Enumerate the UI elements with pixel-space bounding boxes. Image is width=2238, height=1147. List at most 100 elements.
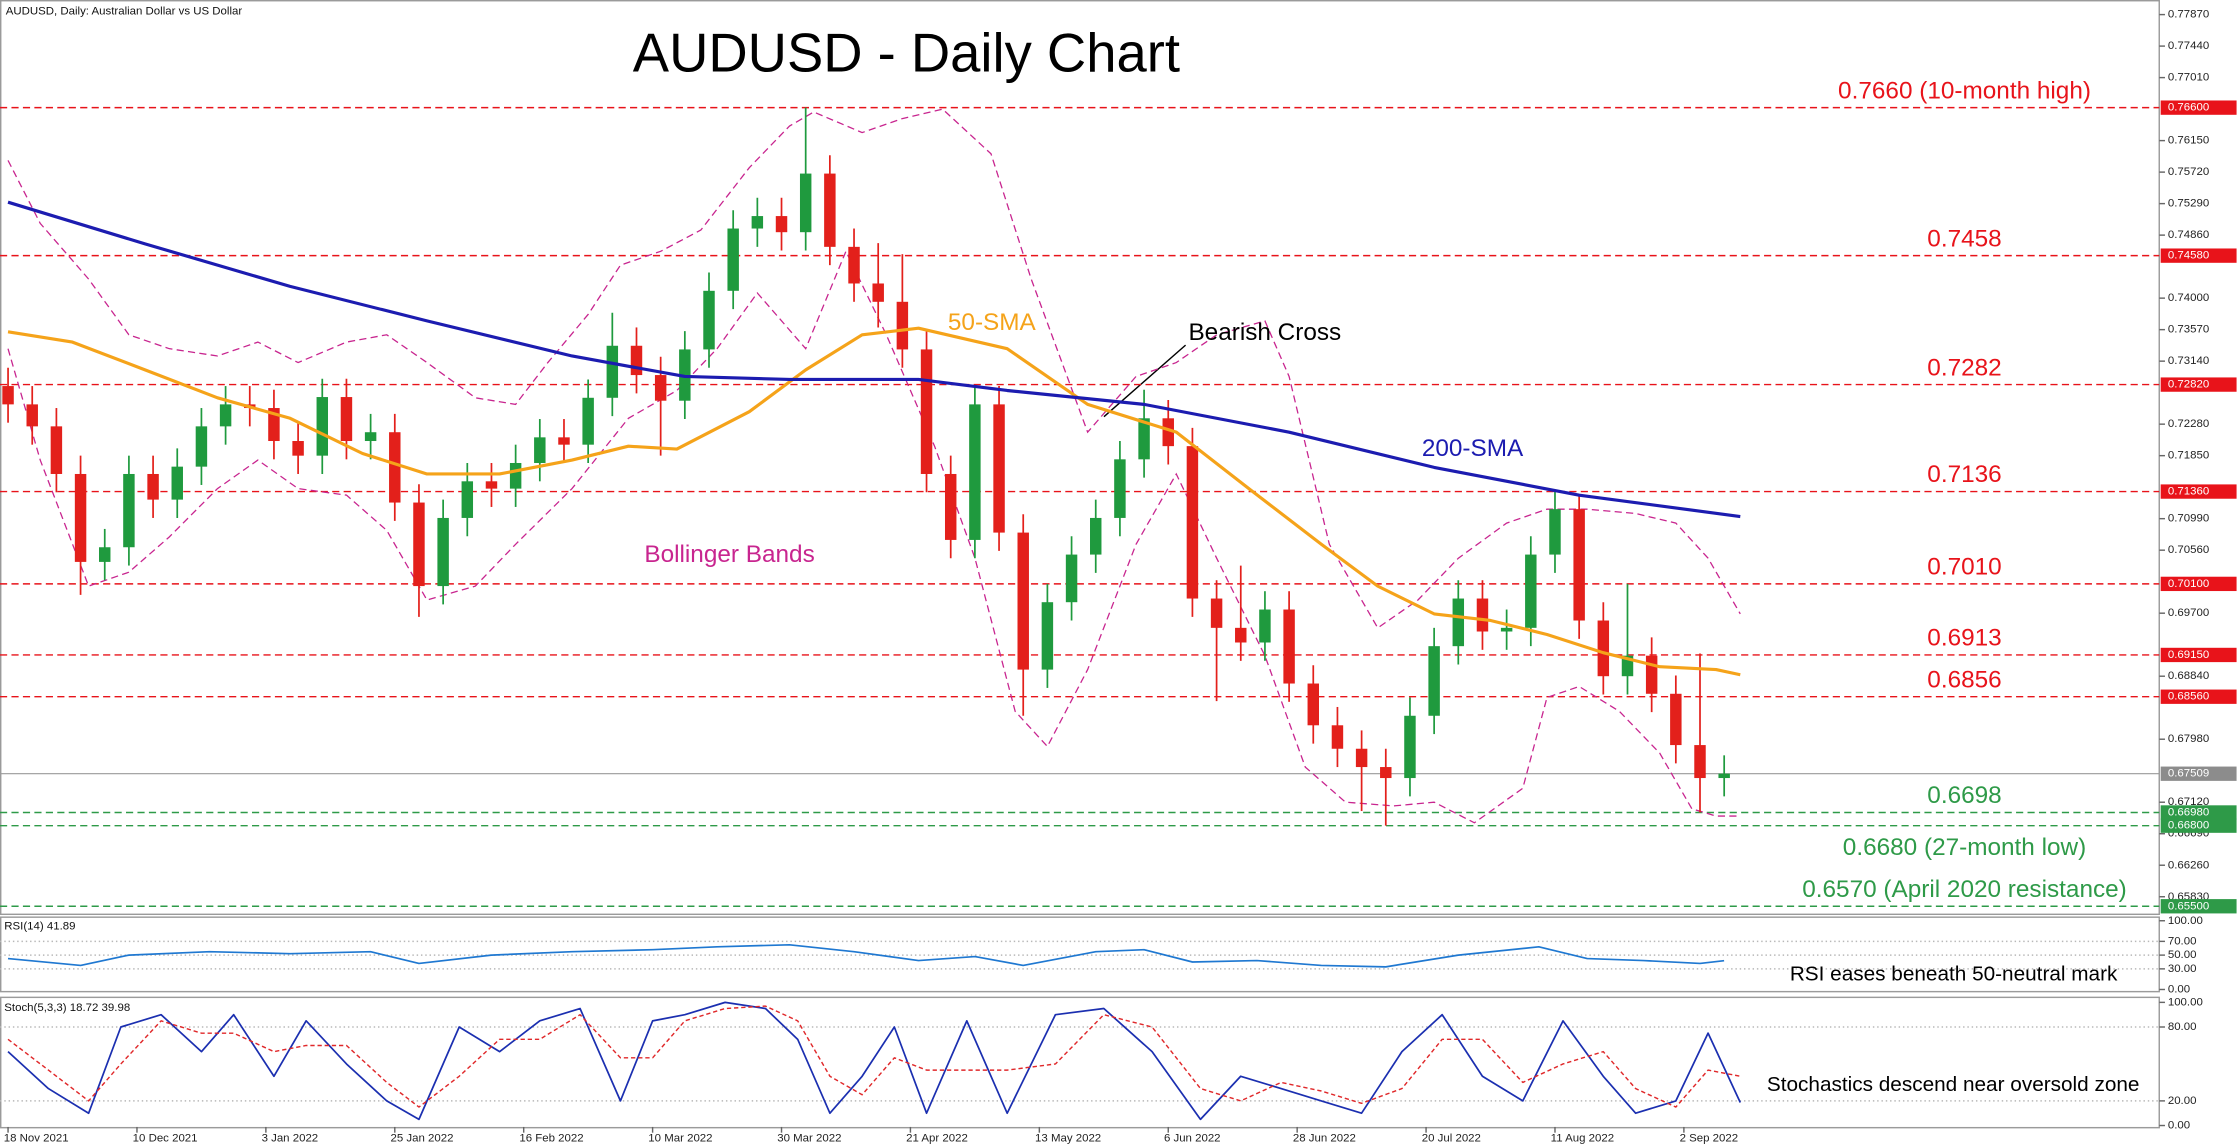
level-label: 0.7660 (10-month high) [1838, 77, 2091, 104]
candle-body [1525, 554, 1537, 628]
candle-body [99, 547, 111, 562]
annotation: Stochastics descend near oversold zone [1767, 1073, 2140, 1096]
y-tick-label: 30.00 [2168, 963, 2197, 975]
candle-body [993, 404, 1005, 533]
candle-body [558, 437, 570, 445]
candle-body [1162, 418, 1174, 447]
candle-body [703, 290, 715, 350]
y-tick-label: 0.67980 [2168, 733, 2209, 745]
level-tag-label: 0.65500 [2168, 900, 2209, 912]
candle-body [630, 345, 643, 376]
candle-body [1428, 646, 1440, 716]
band-line [7, 108, 1741, 629]
y-tick-label: 0.00 [2168, 984, 2190, 996]
candle-body [654, 375, 667, 401]
moving-average [7, 200, 1741, 519]
candle-body [26, 404, 38, 427]
candle-body [1235, 627, 1247, 643]
candle-body [896, 301, 909, 350]
candle-body [872, 283, 884, 302]
band-line [7, 249, 1741, 824]
level-tag [2160, 576, 2237, 592]
x-tick-label: 30 Mar 2022 [777, 1132, 841, 1144]
level-tag-label: 0.69150 [2168, 649, 2209, 661]
y-tick-label: 0.70990 [2168, 513, 2209, 525]
annotation: Bearish Cross [1188, 319, 1341, 346]
y-tick-label: 0.74860 [2168, 229, 2209, 241]
candle-body [485, 481, 498, 489]
y-tick-label: 0.73140 [2168, 355, 2209, 367]
candle-body [1331, 725, 1344, 749]
level-tag-label: 0.76600 [2168, 102, 2209, 114]
candle-body [340, 397, 353, 442]
y-tick-label: 0.75290 [2168, 198, 2209, 210]
level-tag-label: 0.72820 [2168, 379, 2209, 391]
candle-body [461, 481, 474, 518]
x-tick-label: 16 Feb 2022 [519, 1132, 583, 1144]
candle-body [1573, 509, 1585, 621]
x-tick-label: 20 Jul 2022 [1422, 1132, 1481, 1144]
y-tick-label: 0.68840 [2168, 670, 2209, 682]
level-tag [2160, 377, 2237, 392]
candle-body [1041, 602, 1054, 670]
level-tag-label: 0.66980 [2168, 807, 2209, 819]
y-tick-label: 0.70560 [2168, 544, 2209, 556]
x-tick-label: 18 Nov 2021 [4, 1132, 69, 1144]
candle-body [1307, 683, 1320, 726]
y-tick-label: 0.66260 [2168, 859, 2209, 871]
candle-body [799, 173, 812, 233]
level-tag [2160, 647, 2237, 663]
candle-body [1476, 598, 1489, 632]
level-label: 0.6856 [1927, 666, 2001, 693]
candle-body [268, 408, 280, 442]
chart-title: AUDUSD - Daily Chart [633, 23, 1180, 84]
candle-body [1670, 693, 1682, 746]
candle-body [727, 228, 739, 291]
candle-body [509, 462, 522, 489]
candle-body [219, 404, 232, 427]
candle-body [292, 441, 304, 456]
candle-body [147, 473, 159, 500]
candle-body [1186, 446, 1199, 599]
level-tag [2160, 899, 2237, 914]
candle-body [848, 246, 860, 284]
overlay-label: 50-SMA [948, 309, 1037, 336]
candle-body [1138, 418, 1150, 460]
y-tick-label: 0.75720 [2168, 166, 2209, 178]
candle-body [606, 345, 619, 398]
candle-body [123, 473, 135, 548]
candle-body [1380, 767, 1392, 779]
indicator-line [7, 1005, 1741, 1108]
stoch-panel-frame [0, 996, 2160, 1129]
y-tick-label: 0.00 [2168, 1120, 2190, 1132]
candle-body [944, 473, 957, 540]
x-tick-label: 10 Dec 2021 [133, 1132, 198, 1144]
x-tick-label: 6 Jun 2022 [1164, 1132, 1221, 1144]
y-tick-label: 0.69700 [2168, 607, 2209, 619]
level-label: 0.7282 [1927, 354, 2001, 381]
y-tick-label: 0.67120 [2168, 796, 2209, 808]
level-label: 0.7010 [1927, 554, 2001, 581]
x-tick-label: 2 Sep 2022 [1680, 1132, 1739, 1144]
x-tick-label: 10 Mar 2022 [648, 1132, 712, 1144]
candle-body [1621, 655, 1634, 677]
y-tick-label: 70.00 [2168, 935, 2197, 947]
y-tick-label: 0.74000 [2168, 292, 2209, 304]
level-label: 0.6913 [1927, 625, 2001, 652]
y-tick-label: 100.00 [2168, 996, 2203, 1008]
candle-body [969, 404, 981, 540]
main-panel-frame [0, 0, 2160, 916]
y-tick-label: 0.77010 [2168, 72, 2209, 84]
x-tick-label: 13 May 2022 [1035, 1132, 1101, 1144]
level-tag [2160, 100, 2237, 115]
level-tag-label: 0.74580 [2168, 250, 2209, 262]
level-tag [2160, 818, 2237, 833]
candle-body [1718, 773, 1730, 779]
panel-title: RSI(14) 41.89 [4, 921, 75, 933]
candle-body [195, 426, 208, 467]
y-tick-label: 0.71850 [2168, 450, 2209, 462]
chart-header: AUDUSD, Daily: Australian Dollar vs US D… [6, 5, 243, 17]
level-tag [2160, 248, 2237, 263]
